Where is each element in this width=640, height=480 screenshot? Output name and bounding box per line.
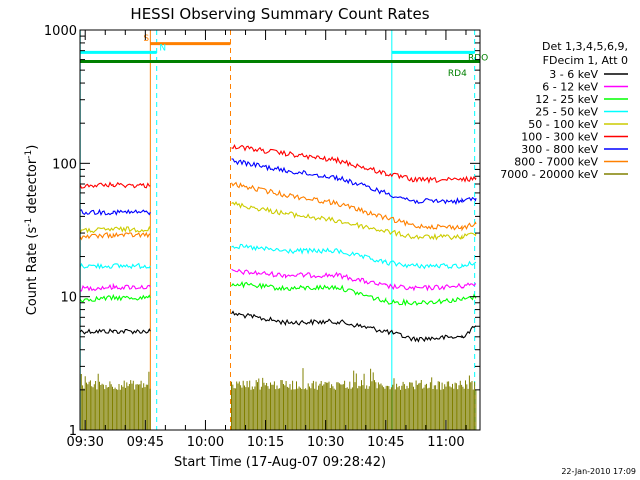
x-tick-label: 10:00 [187,435,224,450]
legend-entry-label: 12 - 25 keV [535,93,598,106]
x-tick-label: 10:45 [367,435,404,450]
series-line [231,368,477,430]
series-line [231,243,477,270]
series-line [79,282,151,292]
legend-entry-label: 100 - 300 keV [521,131,598,144]
series-line [79,208,151,217]
series-line [79,293,151,303]
plot-frame [79,29,481,431]
legend: Det 1,3,4,5,6,9,FDecim 1, Att 03 - 6 keV… [500,40,628,181]
legend-entry-label: 25 - 50 keV [535,106,598,119]
series-line [79,225,151,234]
x-axis: 09:30 09:45 10:00 10:15 10:30 10:45 11:00 [66,30,467,450]
y-tick-label: 1 [69,424,77,439]
series-6 [79,144,477,189]
series-line [79,231,151,241]
series-line [79,262,151,270]
series-line [79,181,151,189]
y-tick-label: 100 [52,157,77,172]
series-9 [79,368,477,430]
x-tick-label: 11:00 [427,435,464,450]
y-tick-label: 10 [60,291,77,306]
footer-date: 22-Jan-2010 17:09 [561,467,636,476]
series-5 [79,201,477,241]
legend-entry-label: 300 - 800 keV [521,143,598,156]
series-8 [79,181,477,241]
annotation-label: N [159,44,166,54]
chart-title: HESSI Observing Summary Count Rates [130,5,429,23]
y-axis: 1 10 100 1000 [44,24,480,439]
x-axis-title: Start Time (17-Aug-07 09:28:42) [174,455,386,470]
x-tick-label: 10:15 [247,435,284,450]
legend-entry-label: 50 - 100 keV [528,118,598,131]
legend-entry-label: 800 - 7000 keV [514,156,598,169]
series-line [231,281,477,307]
x-tick-label: 09:45 [127,435,164,450]
series-line [231,310,477,343]
series-1 [79,310,477,343]
x-tick-label: 10:30 [307,435,344,450]
series-line [231,181,477,232]
annotation-label: S [143,34,149,44]
series-line [231,158,477,206]
series-2 [79,268,477,292]
annotation-label: RD4 [448,69,467,79]
x-tick-label: 09:30 [66,435,103,450]
legend-entry-label: 3 - 6 keV [549,68,598,81]
series-3 [79,281,477,307]
legend-entry-label: 7000 - 20000 keV [500,168,598,181]
series-line [231,201,477,241]
series-line [79,328,151,335]
annotation-label: RDO [468,54,488,64]
series-line [231,268,477,292]
y-tick-label: 1000 [44,24,77,39]
y-axis-title: Count Rate (s-1 detector-1) [24,145,40,316]
series-line [231,144,477,184]
series-7 [79,158,477,217]
legend-entry-label: 6 - 12 keV [542,81,598,94]
legend-header: FDecim 1, Att 0 [543,54,628,67]
legend-header: Det 1,3,4,5,6,9, [542,40,628,53]
series-4 [79,243,477,270]
